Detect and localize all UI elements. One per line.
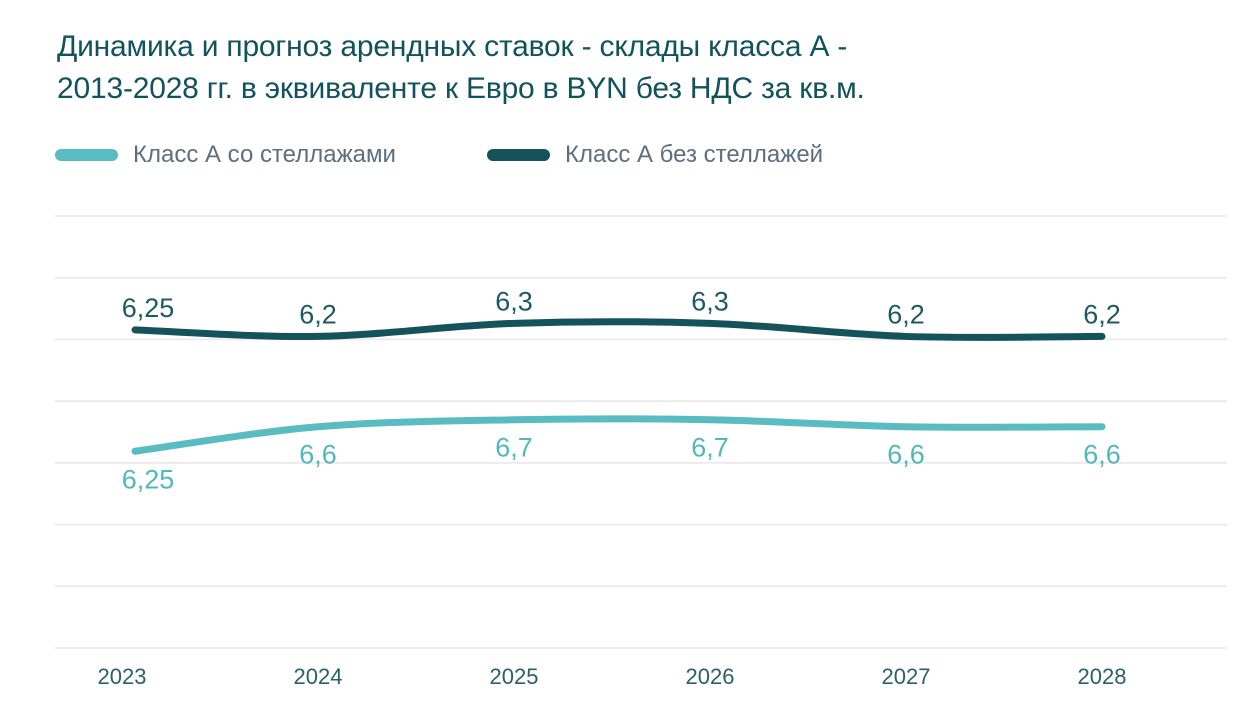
chart-title-line-2: 2013-2028 гг. в эквиваленте к Евро в BYN… [57,72,865,105]
series-line-0 [131,415,1106,455]
chart-legend: Класс А со стеллажами Класс А без стелла… [0,141,1257,171]
series-line-1 [131,318,1106,341]
data-label: 6,25 [122,464,175,494]
legend-item-class-a-with-racks: Класс А со стеллажами [55,141,396,169]
data-label: 6,7 [691,433,729,463]
legend-label-without-racks: Класс А без стеллажей [565,141,824,168]
chart-title: Динамика и прогноз арендных ставок - скл… [57,26,865,110]
data-label: 6,6 [299,440,337,470]
legend-label-with-racks: Класс А со стеллажами [133,141,396,168]
x-axis-label: 2027 [882,664,931,689]
data-label: 6,6 [887,440,925,470]
x-axis-label: 2026 [686,664,735,689]
x-axis-label: 2028 [1078,664,1127,689]
x-axis-label: 2023 [98,664,147,689]
data-label: 6,2 [1083,299,1121,329]
data-label: 6,3 [495,286,533,316]
legend-item-class-a-without-racks: Класс А без стеллажей [487,141,823,169]
data-label: 6,25 [122,293,175,323]
x-axis-label: 2025 [490,664,539,689]
data-label: 6,6 [1083,440,1121,470]
data-label: 6,3 [691,286,729,316]
legend-swatch-with-racks-icon [55,149,118,161]
x-axis-label: 2024 [294,664,343,689]
chart-title-line-1: Динамика и прогноз арендных ставок - скл… [57,30,848,63]
data-label: 6,7 [495,433,533,463]
data-label: 6,2 [299,299,337,329]
data-label: 6,2 [887,299,925,329]
legend-swatch-without-racks-icon [487,149,550,161]
